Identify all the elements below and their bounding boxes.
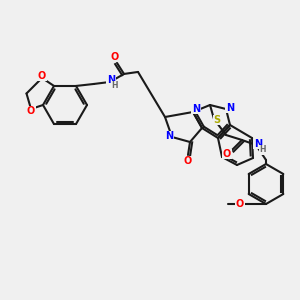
Text: O: O [111,52,119,62]
Text: N: N [165,131,173,141]
Text: O: O [236,199,244,209]
Text: O: O [223,149,231,159]
Text: N: N [192,104,200,114]
Text: O: O [184,156,192,166]
Text: N: N [107,75,115,85]
Text: O: O [27,106,35,116]
Text: H: H [260,146,266,154]
Text: O: O [38,71,46,81]
Text: N: N [226,103,234,113]
Text: S: S [213,115,220,125]
Text: N: N [254,139,262,149]
Text: H: H [112,81,118,90]
